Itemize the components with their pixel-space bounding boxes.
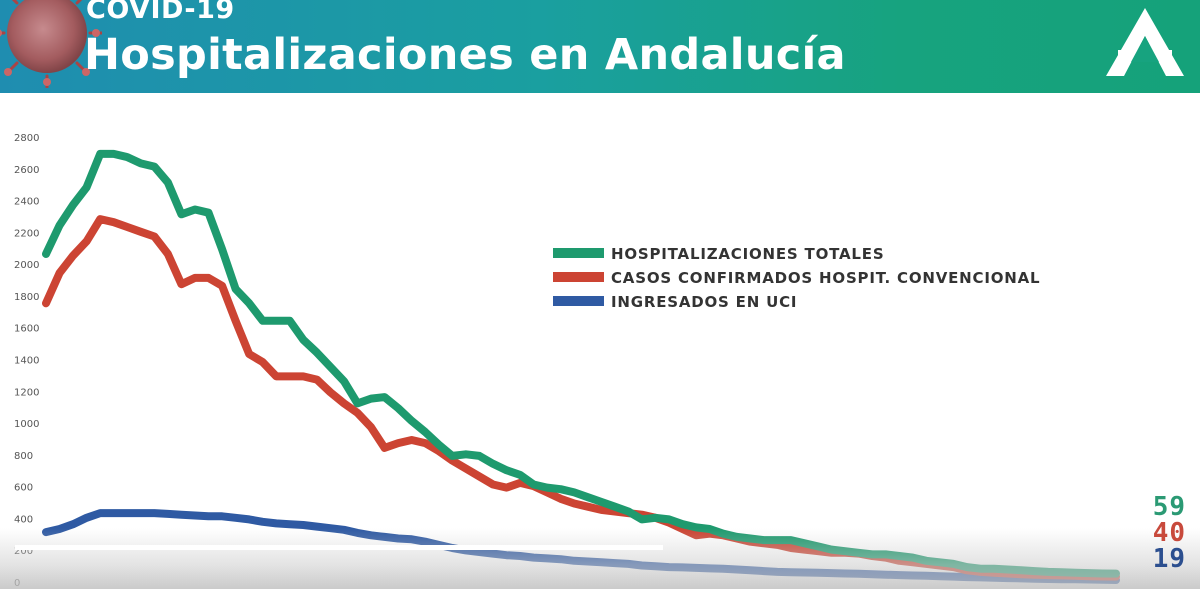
y-tick-label: 1200 — [14, 387, 39, 398]
y-tick-label: 1600 — [14, 324, 39, 335]
y-tick-label: 1000 — [14, 419, 39, 430]
legend-label-conv: CASOS CONFIRMADOS HOSPIT. CONVENCIONAL — [611, 269, 1040, 287]
y-tick-label: 600 — [14, 483, 33, 494]
page-subtitle: COVID-19 — [86, 0, 235, 25]
chart-legend: HOSPITALIZACIONES TOTALES CASOS CONFIRMAD… — [553, 245, 1040, 311]
y-tick-label: 2600 — [14, 165, 39, 176]
legend-label-uci: INGRESADOS EN UCI — [611, 293, 797, 311]
y-tick-label: 1400 — [14, 356, 39, 367]
y-tick-label: 2200 — [14, 228, 39, 239]
y-tick-label: 400 — [14, 514, 33, 525]
chart-lines — [42, 149, 1120, 584]
line-chart: 0200400600800100012001400160018002000220… — [14, 133, 1120, 589]
page-title: Hospitalizaciones en Andalucía — [84, 30, 846, 80]
legend-swatch-conv — [553, 272, 604, 282]
y-tick-label: 0 — [14, 578, 20, 589]
coronavirus-icon — [0, 0, 102, 88]
legend-swatch-total — [553, 248, 604, 258]
y-tick-label: 1800 — [14, 292, 39, 303]
junta-andalucia-logo-icon — [1106, 8, 1184, 76]
last-value-conv: 40 — [1152, 518, 1186, 548]
y-tick-label: 2000 — [14, 260, 39, 271]
last-value-uci: 19 — [1152, 544, 1186, 574]
legend-label-total: HOSPITALIZACIONES TOTALES — [611, 245, 884, 263]
y-tick-label: 2400 — [14, 197, 39, 208]
caption-bar — [15, 545, 663, 550]
y-tick-label: 2800 — [14, 133, 39, 144]
header-banner: COVID-19 Hospitalizaciones en Andalucía — [0, 0, 1200, 93]
y-tick-label: 800 — [14, 451, 33, 462]
legend-swatch-uci — [553, 296, 604, 306]
y-axis: 0200400600800100012001400160018002000220… — [14, 133, 39, 589]
series-line-total — [42, 149, 1120, 578]
last-value-total: 59 — [1152, 492, 1186, 522]
